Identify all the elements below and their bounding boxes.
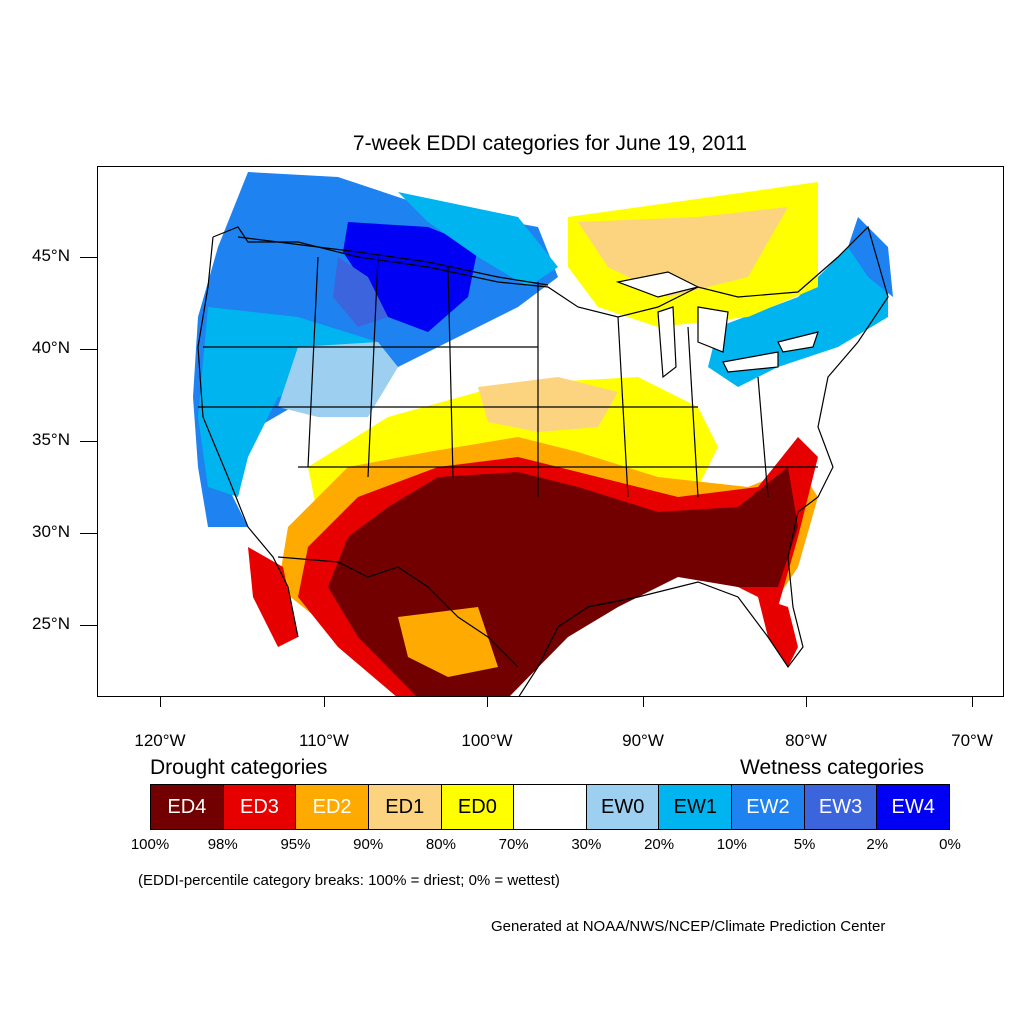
region-ew1-north <box>398 192 558 287</box>
lon-tick <box>806 697 807 707</box>
region-ed3-baja <box>248 547 298 647</box>
region-ed3-florida <box>758 597 798 667</box>
lat-label: 45°N <box>32 246 70 265</box>
canada-border <box>237 236 549 286</box>
region-ew4-montana <box>343 222 478 332</box>
region-ew1-northeast <box>708 237 888 387</box>
lat-label: 25°N <box>32 614 70 633</box>
pacific-coast <box>197 236 299 638</box>
legend-break-label: 95% <box>280 836 311 853</box>
wetness-heading: Wetness categories <box>740 756 925 779</box>
legend-cell: ED2 <box>296 785 369 829</box>
legend-break-label: 20% <box>644 836 675 853</box>
legend-break-label: 90% <box>353 836 384 853</box>
lon-label: 80°W <box>785 731 827 750</box>
lon-label: 100°W <box>461 731 513 750</box>
legend-cell: EW4 <box>877 785 950 829</box>
map-title: 7-week EDDI categories for June 19, 2011 <box>352 132 748 155</box>
lat-tick <box>80 533 97 534</box>
great-lakes <box>615 271 819 379</box>
lat-tick <box>80 349 97 350</box>
legend-cell: ED1 <box>368 785 442 829</box>
region-ed2-mexico <box>398 607 498 677</box>
legend-colorbar: ED4 ED3 ED2 ED1 ED0 EW0 EW1 EW2 EW3 EW4 <box>150 784 950 830</box>
legend-cell: EW1 <box>659 785 733 829</box>
lon-label: 120°W <box>134 731 186 750</box>
legend-break-label: 2% <box>866 836 889 853</box>
legend-break-label: 98% <box>207 836 238 853</box>
category-note: (EDDI-percentile category breaks: 100% =… <box>138 872 560 889</box>
legend-cell: ED3 <box>223 785 297 829</box>
lon-tick <box>160 697 161 707</box>
credit-line: Generated at NOAA/NWS/NCEP/Climate Predi… <box>491 918 886 935</box>
legend-break-label: 5% <box>793 836 816 853</box>
drought-heading: Drought categories <box>150 756 328 779</box>
lat-label: 40°N <box>32 338 70 357</box>
mexico-border <box>277 556 519 668</box>
map-panel <box>97 166 1004 697</box>
lon-tick <box>643 697 644 707</box>
eddi-map <box>193 172 893 696</box>
us-outline <box>212 225 889 696</box>
lat-tick <box>80 257 97 258</box>
legend-break-label: 100% <box>130 836 170 853</box>
legend-break-label: 10% <box>716 836 747 853</box>
lon-label: 110°W <box>299 731 349 750</box>
boundaries <box>197 225 889 696</box>
region-ew3-rockies <box>333 257 388 327</box>
region-ew0-central <box>278 342 398 417</box>
legend-break-label: 30% <box>571 836 602 853</box>
lon-tick <box>487 697 488 707</box>
legend-cell <box>514 785 587 829</box>
legend-cell: EW3 <box>804 785 878 829</box>
lat-label: 30°N <box>32 522 70 541</box>
legend-cell: ED4 <box>151 785 224 829</box>
lon-tick <box>972 697 973 707</box>
legend-break-label: 70% <box>498 836 529 853</box>
legend-break-label: 0% <box>939 836 961 853</box>
legend-cell: EW0 <box>586 785 660 829</box>
legend-cell: ED0 <box>441 785 515 829</box>
lat-tick <box>80 625 97 626</box>
region-ed1-central <box>478 377 618 432</box>
lon-label: 70°W <box>951 731 993 750</box>
region-ed1-north <box>578 207 788 297</box>
lat-tick <box>80 441 97 442</box>
lat-label: 35°N <box>32 430 70 449</box>
legend-cell: EW2 <box>732 785 805 829</box>
lon-tick <box>324 697 325 707</box>
lon-label: 90°W <box>622 731 664 750</box>
legend-break-label: 80% <box>425 836 456 853</box>
